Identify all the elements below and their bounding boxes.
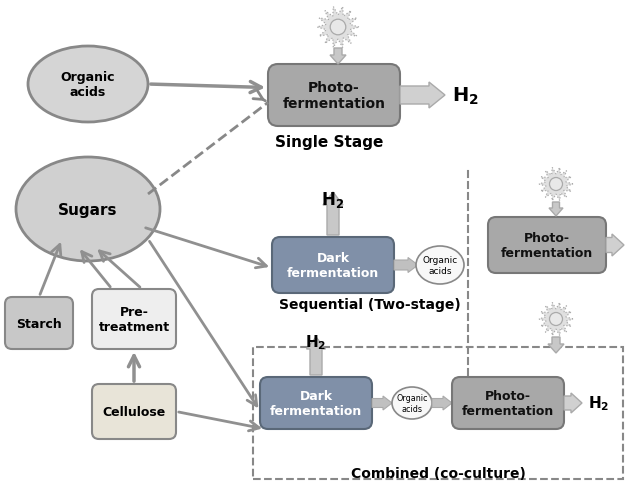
Polygon shape: [539, 303, 573, 336]
FancyArrow shape: [394, 258, 418, 273]
Text: $\mathbf{H_2}$: $\mathbf{H_2}$: [452, 85, 479, 106]
Text: Photo-
fermentation: Photo- fermentation: [283, 81, 386, 111]
FancyBboxPatch shape: [268, 65, 400, 127]
Ellipse shape: [16, 158, 160, 261]
Text: Sequential (Two-stage): Sequential (Two-stage): [279, 297, 461, 311]
FancyArrow shape: [330, 49, 346, 65]
Text: Organic
acids: Organic acids: [422, 256, 457, 275]
Polygon shape: [539, 168, 573, 201]
Ellipse shape: [416, 246, 464, 285]
FancyBboxPatch shape: [272, 238, 394, 293]
Ellipse shape: [392, 387, 432, 419]
Text: $\mathbf{H_2}$: $\mathbf{H_2}$: [305, 333, 327, 351]
FancyArrow shape: [323, 193, 343, 236]
FancyArrow shape: [549, 203, 563, 216]
FancyArrow shape: [564, 393, 582, 413]
FancyArrow shape: [606, 235, 624, 257]
Text: Pre-
treatment: Pre- treatment: [98, 305, 170, 333]
Text: Combined (co-culture): Combined (co-culture): [351, 466, 526, 480]
Text: Dark
fermentation: Dark fermentation: [287, 252, 379, 279]
FancyArrow shape: [432, 396, 452, 410]
Text: Photo-
fermentation: Photo- fermentation: [462, 389, 554, 417]
Circle shape: [550, 313, 562, 326]
FancyArrow shape: [400, 83, 445, 109]
FancyArrow shape: [548, 337, 564, 353]
Text: Starch: Starch: [16, 317, 62, 330]
Text: Single Stage: Single Stage: [275, 135, 383, 150]
FancyArrow shape: [307, 337, 326, 375]
Circle shape: [550, 178, 562, 191]
FancyBboxPatch shape: [92, 289, 176, 349]
Text: Photo-
fermentation: Photo- fermentation: [501, 231, 593, 259]
FancyBboxPatch shape: [260, 377, 372, 429]
Text: Cellulose: Cellulose: [102, 405, 165, 418]
Text: $\mathbf{H_2}$: $\mathbf{H_2}$: [588, 394, 610, 412]
FancyBboxPatch shape: [92, 384, 176, 439]
Circle shape: [330, 20, 346, 36]
Text: Dark
fermentation: Dark fermentation: [270, 389, 362, 417]
Text: Organic
acids: Organic acids: [396, 393, 428, 413]
FancyArrow shape: [372, 396, 392, 410]
Polygon shape: [317, 8, 359, 48]
Bar: [253, 348, 623, 479]
Ellipse shape: [28, 47, 148, 123]
Text: Organic
acids: Organic acids: [61, 71, 115, 99]
FancyBboxPatch shape: [452, 377, 564, 429]
FancyBboxPatch shape: [488, 217, 606, 273]
FancyBboxPatch shape: [5, 297, 73, 349]
Text: Sugars: Sugars: [58, 202, 118, 217]
Text: $\mathbf{H_2}$: $\mathbf{H_2}$: [321, 190, 345, 210]
